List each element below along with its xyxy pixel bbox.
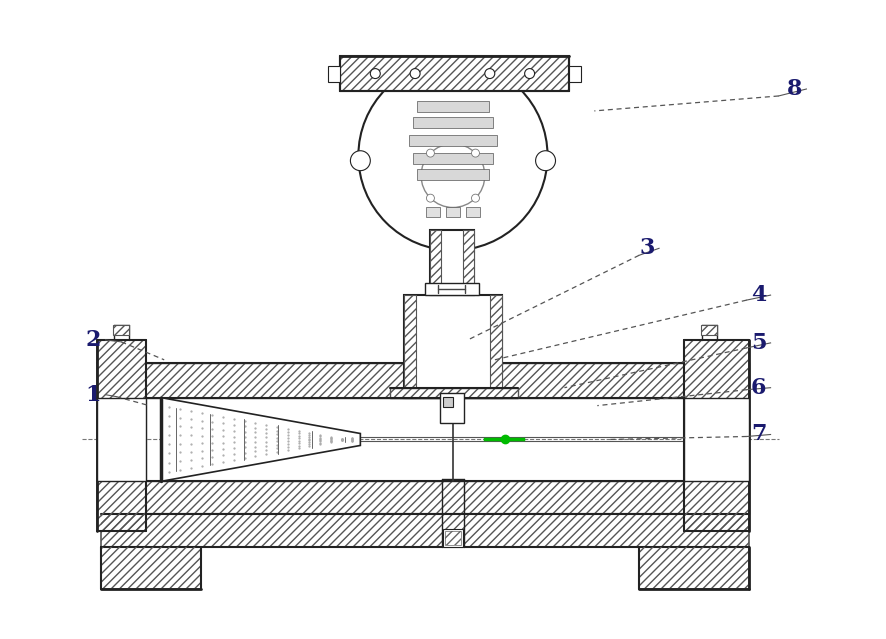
Bar [430, 231, 441, 295]
Bar [570, 66, 581, 82]
Polygon shape [161, 397, 361, 481]
Bar [417, 169, 489, 180]
Bar [466, 208, 480, 217]
Bar [490, 295, 501, 397]
Bar [329, 66, 340, 82]
Circle shape [426, 149, 434, 157]
Bar [445, 531, 461, 545]
Bar [97, 340, 146, 531]
Bar [701, 325, 717, 335]
Text: 5: 5 [750, 332, 766, 354]
Circle shape [350, 151, 370, 171]
Bar [404, 295, 416, 397]
Bar [462, 231, 474, 295]
Circle shape [358, 61, 548, 250]
Circle shape [485, 68, 494, 79]
Bar [413, 117, 493, 128]
Circle shape [410, 68, 420, 79]
Bar [340, 56, 570, 91]
Bar [639, 547, 749, 589]
Text: 1: 1 [86, 383, 101, 406]
Bar [340, 56, 570, 91]
Bar [409, 135, 497, 146]
Bar [97, 363, 749, 397]
Text: 4: 4 [751, 284, 766, 306]
Circle shape [525, 68, 534, 79]
Bar [430, 231, 474, 295]
Bar [425, 283, 478, 295]
Bar [404, 295, 416, 397]
Text: 2: 2 [86, 329, 101, 351]
Bar [639, 547, 749, 589]
Bar [413, 153, 493, 164]
Bar [390, 388, 517, 397]
Bar [97, 340, 146, 531]
Bar [684, 340, 749, 531]
Circle shape [426, 194, 434, 202]
Bar [97, 363, 749, 397]
Bar [404, 295, 501, 397]
Bar [426, 208, 440, 217]
Bar [113, 325, 129, 335]
Bar [701, 325, 717, 335]
Bar [443, 529, 462, 547]
Bar [390, 388, 517, 397]
Text: 7: 7 [750, 424, 766, 445]
Text: 8: 8 [787, 78, 802, 100]
Circle shape [471, 194, 479, 202]
Circle shape [471, 149, 479, 157]
Circle shape [536, 151, 556, 171]
Bar [684, 340, 749, 531]
Bar [102, 514, 749, 547]
Circle shape [370, 68, 380, 79]
Bar [445, 531, 461, 545]
Bar [97, 481, 749, 514]
Bar [430, 231, 441, 295]
Bar [97, 481, 749, 514]
Bar [446, 208, 460, 217]
Bar [102, 547, 201, 589]
Text: 6: 6 [750, 377, 766, 399]
Bar [417, 101, 489, 112]
Bar [113, 325, 129, 335]
Bar [490, 295, 501, 397]
Bar [102, 514, 749, 547]
Bar [462, 231, 474, 295]
Bar [440, 393, 464, 422]
Bar [102, 547, 201, 589]
Bar [97, 397, 146, 481]
Bar [443, 397, 453, 406]
Text: 3: 3 [640, 237, 655, 259]
Bar [684, 397, 749, 481]
